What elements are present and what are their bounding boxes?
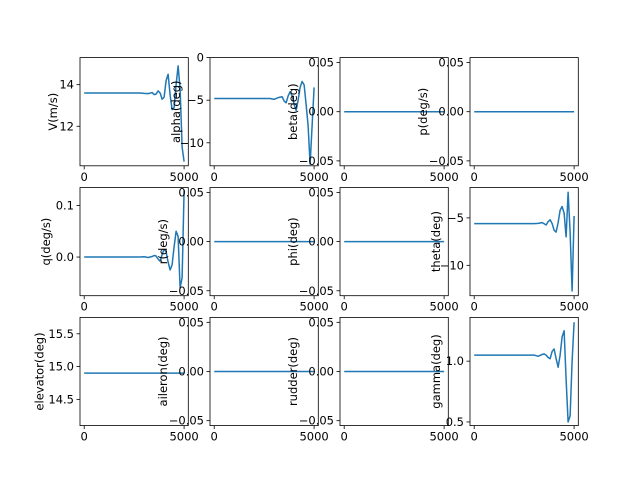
- y-tick-label: −5: [447, 211, 464, 225]
- x-tick-label: 5000: [169, 300, 198, 314]
- y-tick-label: 15.5: [48, 327, 74, 341]
- x-tick-label: 0: [81, 430, 88, 444]
- subplot-alphadeg: 0 5000 −10 −5 0 alpha(deg): [169, 51, 329, 184]
- y-tick-label: −0.05: [429, 154, 464, 168]
- series-line: [214, 80, 315, 165]
- y-tick-label: 12: [59, 119, 74, 133]
- x-tick-label: 5000: [169, 170, 198, 184]
- x-tick-label: 0: [341, 170, 348, 184]
- series-line: [84, 65, 185, 162]
- x-tick-label: 5000: [299, 300, 328, 314]
- y-axis-label: gamma(deg): [429, 334, 443, 408]
- y-axis-label: V(m/s): [46, 93, 60, 131]
- y-axis-label: q(deg/s): [39, 218, 53, 266]
- y-tick-label: 0: [197, 51, 204, 65]
- y-tick-label: 0.05: [308, 56, 334, 70]
- x-tick-label: 0: [81, 170, 88, 184]
- y-tick-label: 0.00: [308, 235, 334, 249]
- y-tick-label: 0.05: [178, 315, 204, 329]
- x-tick-label: 5000: [169, 430, 198, 444]
- y-tick-label: 0.05: [308, 185, 334, 199]
- y-tick-label: −0.05: [299, 414, 334, 428]
- y-tick-label: 0.5: [446, 415, 464, 429]
- x-tick-label: 0: [81, 300, 88, 314]
- y-tick-label: 0.00: [438, 105, 464, 119]
- y-axis-label: alpha(deg): [169, 80, 183, 143]
- series-line: [474, 322, 575, 423]
- subplot-rudderdeg: 0 5000 −0.05 0.00 0.05 rudder(deg): [286, 315, 459, 443]
- y-tick-label: −5: [187, 93, 204, 107]
- subplot-phideg: 0 5000 −0.05 0.00 0.05 phi(deg): [286, 185, 459, 313]
- x-tick-label: 5000: [429, 430, 458, 444]
- axes-frame: [79, 187, 189, 297]
- y-tick-label: 0.00: [178, 365, 204, 379]
- y-tick-label: −10: [180, 136, 204, 150]
- y-tick-label: 0.05: [308, 315, 334, 329]
- x-tick-label: 0: [211, 170, 218, 184]
- y-tick-label: −10: [440, 258, 464, 272]
- x-tick-label: 0: [471, 300, 478, 314]
- y-tick-label: 1.0: [446, 354, 464, 368]
- y-tick-label: −0.05: [169, 284, 204, 298]
- x-tick-label: 0: [471, 430, 478, 444]
- y-tick-label: 15.0: [48, 360, 74, 374]
- y-tick-label: −0.05: [299, 154, 334, 168]
- series-line: [84, 190, 185, 289]
- y-tick-label: 14.5: [48, 392, 74, 406]
- x-tick-label: 0: [211, 430, 218, 444]
- y-tick-label: 0.00: [308, 105, 334, 119]
- x-tick-label: 5000: [559, 430, 588, 444]
- x-tick-label: 0: [341, 430, 348, 444]
- axes-frame: [79, 316, 189, 426]
- axes-frame: [79, 57, 189, 167]
- subplot-thetadeg: 0 5000 −10 −5 theta(deg): [429, 187, 589, 314]
- y-axis-label: theta(deg): [429, 211, 443, 272]
- subplot-betadeg: 0 5000 −0.05 0.00 0.05 beta(deg): [286, 56, 459, 184]
- subplot-vms: 0 5000 12 14V(m/s): [46, 57, 199, 184]
- x-tick-label: 5000: [429, 170, 458, 184]
- x-tick-label: 5000: [299, 430, 328, 444]
- x-tick-label: 5000: [559, 300, 588, 314]
- y-axis-label: r(deg/s): [156, 219, 170, 264]
- subplot-qdegs: 0 5000 0.0 0.1q(deg/s): [39, 187, 199, 314]
- y-tick-label: 0.00: [178, 235, 204, 249]
- axes-frame: [209, 57, 319, 167]
- y-axis-label: aileron(deg): [156, 337, 170, 407]
- y-tick-label: −0.05: [169, 414, 204, 428]
- x-tick-label: 5000: [299, 170, 328, 184]
- y-axis-label: beta(deg): [286, 83, 300, 140]
- y-tick-label: 0.00: [308, 365, 334, 379]
- y-tick-label: 14: [59, 78, 74, 92]
- y-axis-label: rudder(deg): [286, 337, 300, 406]
- y-axis-label: p(deg/s): [416, 88, 430, 136]
- y-tick-label: 0.05: [178, 185, 204, 199]
- y-axis-label: phi(deg): [286, 217, 300, 265]
- x-tick-label: 0: [211, 300, 218, 314]
- y-tick-label: −0.05: [299, 284, 334, 298]
- x-tick-label: 5000: [429, 300, 458, 314]
- y-tick-label: 0.0: [56, 250, 74, 264]
- x-tick-label: 0: [341, 300, 348, 314]
- subplot-pdegs: 0 5000 −0.05 0.00 0.05 p(deg/s): [416, 56, 589, 184]
- subplot-ailerondeg: 0 5000 −0.05 0.00 0.05 aileron(deg): [156, 315, 329, 443]
- y-tick-label: 0.05: [438, 56, 464, 70]
- series-line: [474, 191, 575, 292]
- y-axis-label: elevator(deg): [33, 332, 47, 410]
- y-tick-label: 0.1: [56, 199, 74, 213]
- x-tick-label: 0: [471, 170, 478, 184]
- x-tick-label: 5000: [559, 170, 588, 184]
- subplot-rdegs: 0 5000 −0.05 0.00 0.05 r(deg/s): [156, 185, 329, 313]
- axes-frame: [469, 187, 579, 297]
- axes-frame: [469, 316, 579, 426]
